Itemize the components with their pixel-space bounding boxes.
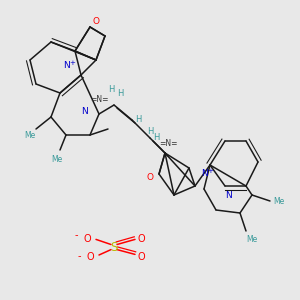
Text: O: O (92, 16, 100, 26)
Text: =N=: =N= (159, 140, 177, 148)
Text: -: - (78, 250, 81, 261)
Text: +: + (208, 168, 214, 174)
Text: -: - (75, 230, 78, 241)
Text: Me: Me (273, 196, 285, 206)
Text: N: N (201, 169, 207, 178)
Text: O: O (137, 233, 145, 244)
Text: Me: Me (246, 236, 258, 244)
Text: O: O (86, 251, 94, 262)
Text: N: N (63, 61, 69, 70)
Text: +: + (70, 60, 76, 66)
Text: H: H (153, 134, 159, 142)
Text: S: S (110, 241, 118, 254)
Text: Me: Me (51, 154, 63, 164)
Text: =N=: =N= (90, 94, 108, 103)
Text: N: N (225, 190, 231, 200)
Text: H: H (117, 88, 123, 98)
Text: N: N (81, 106, 87, 116)
Text: H: H (147, 128, 153, 136)
Text: H: H (108, 85, 114, 94)
Text: O: O (83, 233, 91, 244)
Text: H: H (135, 116, 141, 124)
Text: O: O (146, 172, 154, 182)
Text: Me: Me (24, 130, 36, 140)
Text: O: O (137, 251, 145, 262)
